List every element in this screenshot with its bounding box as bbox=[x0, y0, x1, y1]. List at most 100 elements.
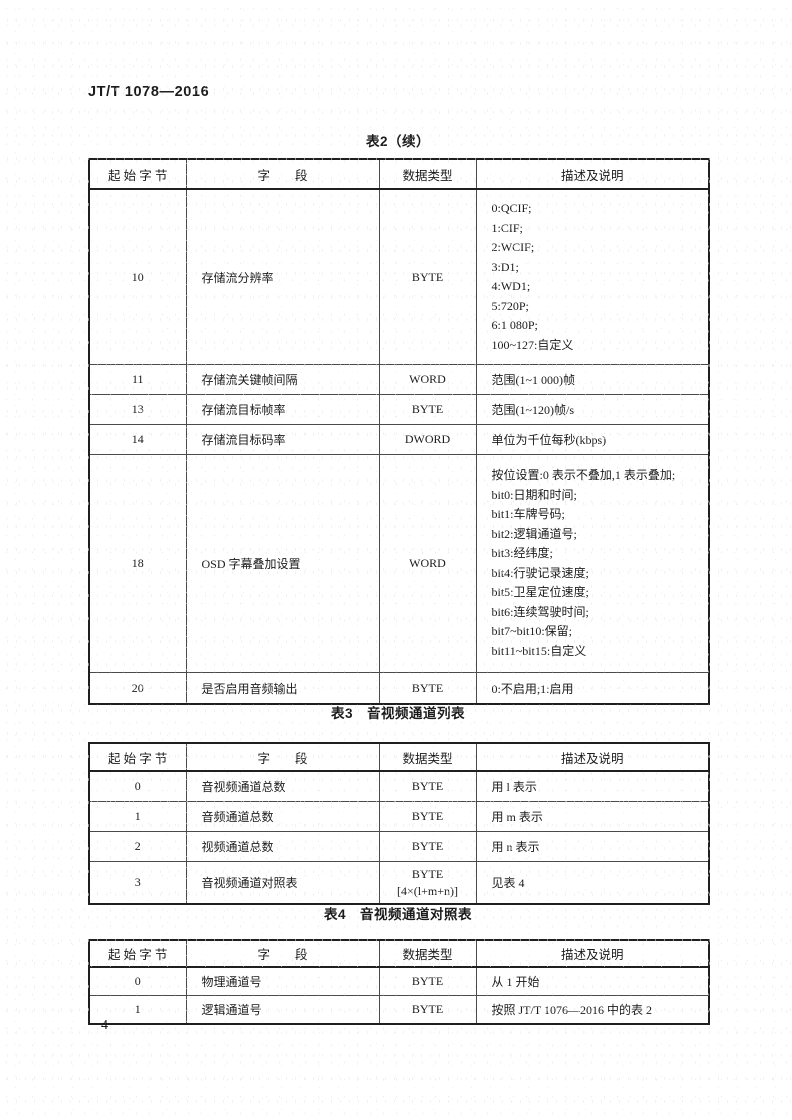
page-number: 4 bbox=[101, 1018, 108, 1033]
cell-start-byte: 10 bbox=[89, 188, 187, 365]
cell-field: 逻辑通道号 bbox=[185, 995, 380, 1025]
description-line: bit6:连续驾驶时间; bbox=[491, 604, 589, 619]
description-line: bit11~bit15:自定义 bbox=[491, 643, 587, 658]
column-header-description: 描述及说明 bbox=[475, 743, 709, 772]
cell-field: 视频通道总数 bbox=[185, 831, 380, 862]
description-line: bit2:逻辑通道号; bbox=[491, 526, 577, 541]
description-line: 0:QCIF; bbox=[491, 201, 532, 215]
description-line: 100~127:自定义 bbox=[491, 337, 574, 352]
description-line: 3:D1; bbox=[491, 259, 519, 274]
cell-field: 存储流目标码率 bbox=[185, 424, 380, 455]
cell-start-byte: 11 bbox=[89, 364, 187, 395]
cell-data-type: BYTE bbox=[378, 966, 477, 996]
column-header-start-byte: 起 始 字 节 bbox=[89, 159, 186, 190]
cell-description: 用 l 表示 bbox=[475, 770, 709, 802]
cell-start-byte: 1 bbox=[89, 995, 187, 1025]
cell-start-byte: 20 bbox=[89, 672, 187, 705]
description-line: 5:720P; bbox=[491, 298, 529, 313]
cell-field: 音视频通道对照表 bbox=[185, 861, 380, 905]
table3-title: 表3 音视频通道列表 bbox=[330, 706, 465, 721]
cell-data-type: BYTE [4×(l+m+n)] bbox=[378, 861, 477, 905]
description-line: bit4:行驶记录速度; bbox=[491, 565, 589, 580]
cell-description: 单位为千位每秒(kbps) bbox=[475, 424, 709, 455]
document-number: JT/T 1078—2016 bbox=[88, 84, 210, 100]
description-line: 按位设置:0 表示不叠加,1 表示叠加; bbox=[491, 468, 676, 482]
cell-description: 范围(1~120)帧/s bbox=[475, 394, 709, 425]
table-row: 1 逻辑通道号 BYTE 按照 JT/T 1076—2016 中的表 2 bbox=[89, 995, 709, 1025]
description-line: bit3:经纬度; bbox=[491, 546, 553, 560]
cell-description: 0:不启用;1:启用 bbox=[475, 672, 709, 705]
table-row: 2 视频通道总数 BYTE 用 n 表示 bbox=[89, 831, 709, 862]
table-row: 0 物理通道号 BYTE 从 1 开始 bbox=[89, 966, 709, 996]
cell-description: 用 n 表示 bbox=[475, 831, 709, 862]
cell-data-type: BYTE bbox=[378, 801, 477, 832]
cell-start-byte: 14 bbox=[89, 424, 187, 455]
table-row: 3 音视频通道对照表 BYTE [4×(l+m+n)] 见表 4 bbox=[89, 861, 709, 905]
cell-field: 音频通道总数 bbox=[185, 801, 380, 832]
column-header-data-type: 数据类型 bbox=[378, 940, 476, 968]
column-header-data-type: 数据类型 bbox=[378, 159, 476, 190]
cell-data-type: WORD bbox=[378, 454, 477, 673]
table2: 起 始 字 节 字 段 数据类型 描述及说明 10 存储流分辨率 BYTE 0:… bbox=[88, 158, 710, 705]
cell-description: 从 1 开始 bbox=[475, 966, 709, 996]
cell-start-byte: 18 bbox=[89, 454, 187, 673]
table4: 起 始 字 节 字 段 数据类型 描述及说明 0 物理通道号 BYTE 从 1 … bbox=[88, 939, 710, 1025]
table2-header-row: 起 始 字 节 字 段 数据类型 描述及说明 bbox=[89, 159, 709, 190]
table-row: 0 音视频通道总数 BYTE 用 l 表示 bbox=[89, 770, 709, 802]
data-type-lines: BYTE [4×(l+m+n)] bbox=[381, 866, 475, 900]
cell-description: 见表 4 bbox=[475, 861, 709, 905]
cell-data-type: BYTE bbox=[378, 995, 477, 1025]
cell-data-type: DWORD bbox=[378, 424, 477, 455]
column-header-data-type: 数据类型 bbox=[378, 743, 476, 772]
cell-description: 范围(1~1 000)帧 bbox=[475, 364, 709, 395]
table-row: 10 存储流分辨率 BYTE 0:QCIF; 1:CIF; 2:WCIF; 3:… bbox=[89, 188, 709, 365]
cell-description: 0:QCIF; 1:CIF; 2:WCIF; 3:D1; 4:WD1; 5:72… bbox=[475, 188, 709, 365]
column-header-start-byte: 起 始 字 节 bbox=[89, 743, 186, 772]
table3-header-row: 起 始 字 节 字 段 数据类型 描述及说明 bbox=[89, 743, 709, 772]
table-row: 11 存储流关键帧间隔 WORD 范围(1~1 000)帧 bbox=[89, 364, 709, 395]
cell-data-type: BYTE bbox=[378, 831, 477, 862]
table3: 起 始 字 节 字 段 数据类型 描述及说明 0 音视频通道总数 BYTE 用 … bbox=[88, 742, 710, 905]
cell-start-byte: 2 bbox=[89, 831, 187, 862]
column-header-field: 字 段 bbox=[185, 743, 379, 772]
cell-data-type: BYTE bbox=[378, 394, 477, 425]
table4-title: 表4 音视频通道对照表 bbox=[323, 907, 472, 922]
cell-data-type: BYTE bbox=[378, 188, 477, 365]
column-header-description: 描述及说明 bbox=[475, 940, 709, 968]
cell-field: 存储流关键帧间隔 bbox=[185, 364, 380, 395]
table2-title: 表2（续） bbox=[365, 134, 430, 149]
cell-start-byte: 3 bbox=[89, 861, 187, 905]
cell-data-type: WORD bbox=[378, 364, 477, 395]
cell-start-byte: 1 bbox=[89, 801, 187, 832]
data-type-line: [4×(l+m+n)] bbox=[397, 883, 458, 898]
table-row: 18 OSD 字幕叠加设置 WORD 按位设置:0 表示不叠加,1 表示叠加; … bbox=[89, 454, 709, 673]
cell-data-type: BYTE bbox=[378, 770, 477, 802]
column-header-start-byte: 起 始 字 节 bbox=[89, 940, 186, 968]
description-line: bit1:车牌号码; bbox=[491, 507, 565, 521]
description-line: 4:WD1; bbox=[491, 279, 531, 293]
description-line: 1:CIF; bbox=[491, 220, 523, 235]
description-line: 6:1 080P; bbox=[491, 318, 538, 332]
table-row: 20 是否启用音频输出 BYTE 0:不启用;1:启用 bbox=[89, 672, 709, 705]
column-header-field: 字 段 bbox=[185, 159, 379, 190]
cell-start-byte: 0 bbox=[89, 770, 187, 802]
cell-field: 物理通道号 bbox=[185, 966, 380, 996]
table-row: 1 音频通道总数 BYTE 用 m 表示 bbox=[89, 801, 709, 832]
description-line: bit7~bit10:保留; bbox=[491, 624, 573, 638]
description-line: 2:WCIF; bbox=[491, 240, 535, 254]
data-type-line: BYTE bbox=[411, 866, 444, 881]
column-header-description: 描述及说明 bbox=[475, 159, 709, 190]
cell-start-byte: 0 bbox=[89, 966, 187, 996]
description-line: bit0:日期和时间; bbox=[491, 487, 577, 502]
description-line: bit5:卫星定位速度; bbox=[491, 585, 589, 599]
cell-field: 是否启用音频输出 bbox=[185, 672, 380, 705]
cell-field: 音视频通道总数 bbox=[185, 770, 380, 802]
column-header-field: 字 段 bbox=[185, 940, 379, 968]
cell-field: OSD 字幕叠加设置 bbox=[185, 454, 380, 673]
table-row: 14 存储流目标码率 DWORD 单位为千位每秒(kbps) bbox=[89, 424, 709, 455]
description-lines: 0:QCIF; 1:CIF; 2:WCIF; 3:D1; 4:WD1; 5:72… bbox=[492, 199, 708, 355]
cell-data-type: BYTE bbox=[378, 672, 477, 705]
cell-description: 按照 JT/T 1076—2016 中的表 2 bbox=[475, 995, 709, 1025]
cell-field: 存储流目标帧率 bbox=[185, 394, 380, 425]
